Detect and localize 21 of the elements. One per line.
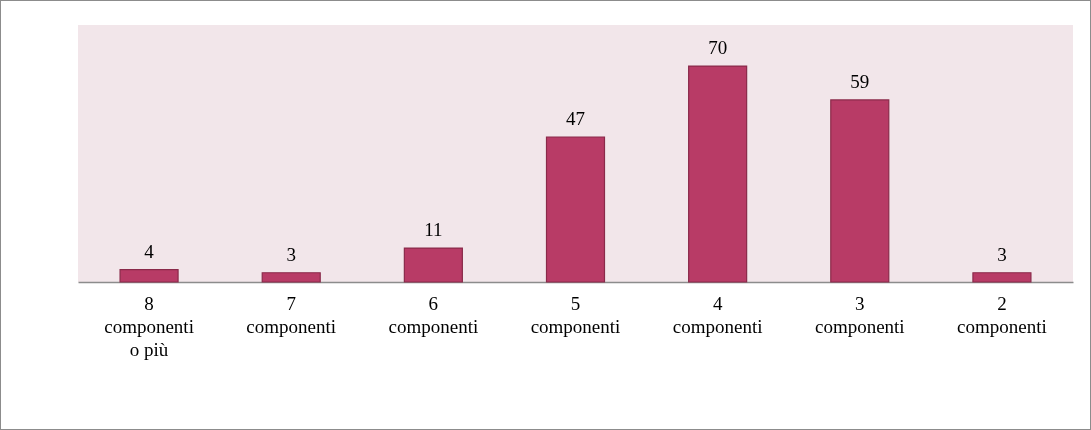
x-tick-label: 2 componenti	[957, 292, 1047, 337]
data-label: 47	[566, 107, 585, 129]
bar	[830, 99, 890, 283]
bar	[688, 65, 748, 283]
x-tick-label: 4 componenti	[672, 292, 763, 337]
bar	[119, 269, 179, 283]
x-tick-label: 3 componenti	[814, 292, 905, 337]
bar	[972, 272, 1032, 283]
x-tick-label: 6 componenti	[388, 292, 479, 337]
bar	[403, 247, 463, 283]
x-tick-label: 5 componenti	[530, 292, 621, 337]
bar	[545, 136, 606, 283]
x-tick-label: 8 componenti o più	[104, 292, 194, 360]
data-label: 59	[850, 70, 870, 92]
x-tick-label: 7 componenti	[246, 292, 337, 337]
data-label: 3	[997, 243, 1007, 265]
data-label: 70	[708, 37, 728, 59]
data-label: 11	[424, 219, 443, 241]
bar	[261, 272, 321, 283]
data-label: 3	[286, 243, 296, 265]
data-label: 4	[144, 240, 155, 262]
